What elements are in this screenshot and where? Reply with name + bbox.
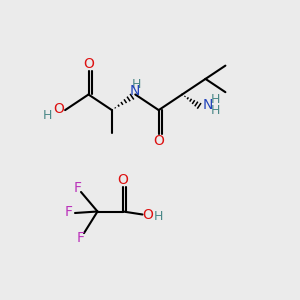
Text: O: O (153, 134, 164, 148)
Text: O: O (142, 208, 153, 222)
Text: N: N (203, 98, 213, 112)
Text: O: O (117, 173, 128, 187)
Text: H: H (211, 104, 220, 117)
Text: F: F (74, 181, 81, 195)
Text: H: H (43, 109, 52, 122)
Text: H: H (154, 210, 164, 223)
Text: F: F (77, 231, 85, 245)
Text: O: O (53, 102, 64, 116)
Text: H: H (132, 78, 141, 92)
Text: F: F (65, 206, 73, 219)
Text: O: O (83, 57, 94, 71)
Text: N: N (130, 84, 140, 98)
Text: H: H (211, 94, 220, 106)
